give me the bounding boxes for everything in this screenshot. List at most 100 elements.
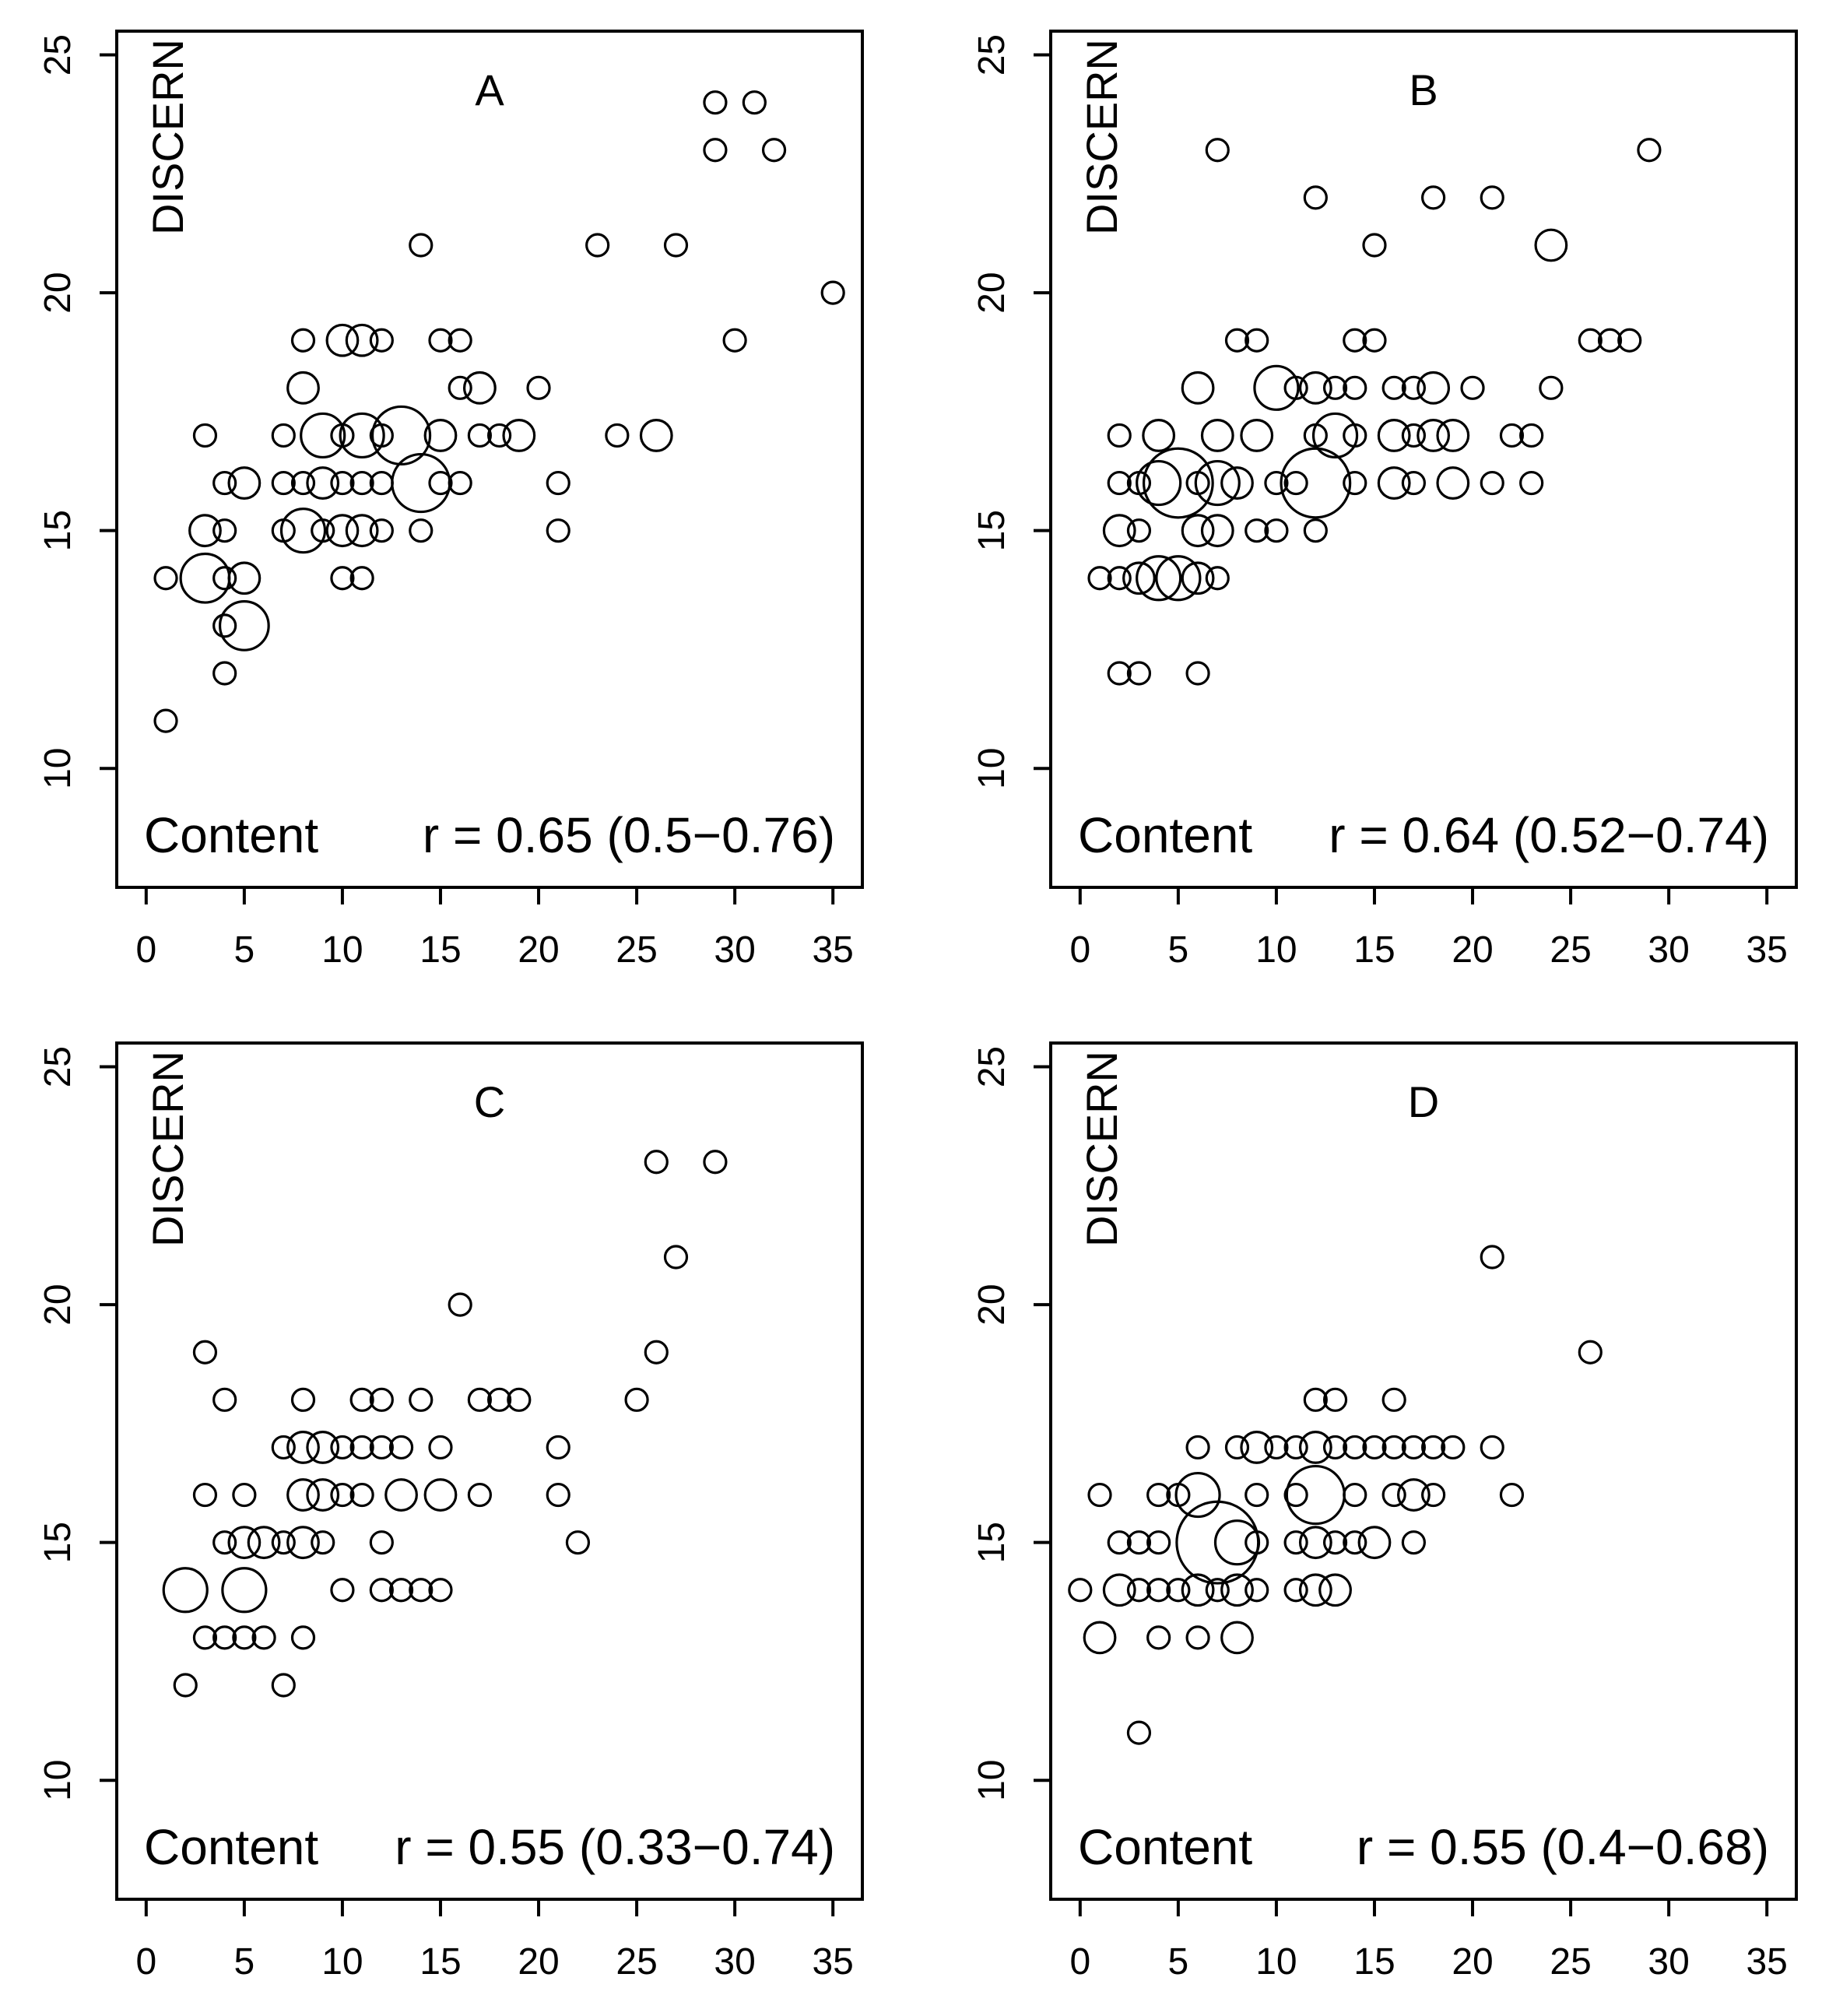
data-point-a bbox=[212, 470, 237, 496]
x-tick-label-c: 30 bbox=[714, 1941, 755, 1983]
data-point-b bbox=[1107, 470, 1132, 496]
data-point-b bbox=[1343, 423, 1367, 448]
data-point-a bbox=[423, 419, 458, 452]
data-point-a bbox=[409, 233, 434, 258]
x-tick-label-c: 35 bbox=[812, 1941, 853, 1983]
data-point-d bbox=[1087, 1482, 1112, 1508]
data-point-a bbox=[271, 470, 296, 496]
correlation-annotation-b: r = 0.64 (0.52−0.74) bbox=[1329, 807, 1769, 863]
data-point-c bbox=[384, 1478, 418, 1512]
data-point-b bbox=[1264, 518, 1289, 543]
data-point-d bbox=[1224, 1435, 1250, 1460]
x-tick-label-a: 5 bbox=[234, 929, 255, 971]
data-point-d bbox=[1068, 1578, 1093, 1603]
data-point-a bbox=[639, 419, 673, 452]
data-point-a bbox=[703, 138, 728, 163]
data-point-c bbox=[409, 1387, 434, 1412]
data-point-b bbox=[1519, 470, 1544, 496]
data-point-d bbox=[1107, 1530, 1132, 1555]
data-point-c bbox=[227, 1526, 262, 1560]
data-point-d bbox=[1264, 1435, 1289, 1460]
y-tick-label-b: 25 bbox=[971, 34, 1013, 76]
data-point-a bbox=[330, 566, 355, 591]
data-point-c bbox=[349, 1387, 374, 1412]
y-axis-label-d: DISCERN bbox=[1077, 1051, 1126, 1247]
y-tick-label-b: 20 bbox=[971, 272, 1013, 313]
x-tick-label-c: 25 bbox=[616, 1941, 657, 1983]
y-tick-label-d: 10 bbox=[971, 1760, 1013, 1801]
data-point-a bbox=[663, 233, 689, 258]
data-point-a bbox=[526, 375, 551, 400]
data-point-c bbox=[271, 1673, 296, 1698]
data-point-b bbox=[1322, 375, 1348, 400]
data-point-b bbox=[1362, 328, 1387, 353]
data-point-b bbox=[1194, 459, 1241, 507]
data-point-a bbox=[467, 423, 492, 448]
data-point-a bbox=[502, 419, 536, 452]
data-point-a bbox=[605, 423, 630, 448]
x-tick-label-b: 10 bbox=[1255, 929, 1297, 971]
data-point-a bbox=[227, 466, 262, 500]
x-tick-label-a: 15 bbox=[420, 929, 461, 971]
y-tick-label-a: 10 bbox=[37, 748, 79, 789]
x-tick-label-c: 0 bbox=[135, 1941, 156, 1983]
data-point-c bbox=[290, 1387, 316, 1412]
data-point-b bbox=[1637, 138, 1662, 163]
correlation-annotation-a: r = 0.65 (0.5−0.76) bbox=[423, 807, 835, 863]
data-point-d bbox=[1102, 1573, 1136, 1607]
data-point-b bbox=[1142, 447, 1214, 519]
data-point-a bbox=[369, 328, 394, 353]
data-point-a bbox=[345, 514, 379, 548]
data-point-b bbox=[1142, 419, 1176, 452]
data-point-a bbox=[369, 518, 394, 543]
data-point-d bbox=[1240, 1431, 1274, 1464]
data-point-d bbox=[1146, 1482, 1171, 1508]
panel-b: 0 5 10 15 20 25 30 35 10 15 20 25 B DISCERN Content r =… bbox=[971, 30, 1798, 971]
x-tick-label-d: 0 bbox=[1069, 1941, 1090, 1983]
data-point-d bbox=[1220, 1573, 1254, 1607]
data-point-b bbox=[1181, 561, 1215, 595]
data-point-d bbox=[1381, 1482, 1406, 1508]
data-point-b bbox=[1107, 661, 1132, 686]
data-point-a bbox=[487, 423, 512, 448]
correlation-annotation-c: r = 0.55 (0.33−0.74) bbox=[395, 1819, 835, 1875]
y-tick-label-c: 25 bbox=[37, 1046, 79, 1087]
data-point-a bbox=[428, 328, 453, 353]
data-point-d bbox=[1357, 1526, 1392, 1560]
data-point-c bbox=[212, 1530, 237, 1555]
data-point-a bbox=[703, 90, 728, 115]
data-point-a bbox=[212, 518, 237, 543]
data-point-b bbox=[1240, 419, 1274, 452]
data-point-d bbox=[1343, 1530, 1367, 1555]
data-point-b bbox=[1381, 375, 1406, 400]
data-point-a bbox=[722, 328, 747, 353]
x-tick-label-c: 5 bbox=[234, 1941, 255, 1983]
data-point-a bbox=[188, 514, 222, 548]
data-point-d bbox=[1421, 1435, 1446, 1460]
data-point-a bbox=[212, 661, 237, 686]
data-point-b bbox=[1126, 661, 1152, 686]
data-point-c bbox=[349, 1482, 374, 1508]
data-point-b bbox=[1401, 423, 1426, 448]
data-point-d bbox=[1381, 1387, 1406, 1412]
y-tick-label-d: 15 bbox=[971, 1522, 1013, 1563]
x-tick-label-d: 20 bbox=[1452, 1941, 1493, 1983]
data-point-b bbox=[1303, 518, 1328, 543]
data-point-d bbox=[1083, 1621, 1117, 1655]
panel-title-b: B bbox=[1409, 65, 1438, 114]
x-tick-label-b: 30 bbox=[1648, 929, 1689, 971]
x-tick-label-a: 10 bbox=[321, 929, 363, 971]
data-point-d bbox=[1185, 1625, 1210, 1650]
data-point-b bbox=[1205, 566, 1230, 591]
data-point-a bbox=[820, 280, 845, 305]
y-tick-label-c: 10 bbox=[37, 1760, 79, 1801]
data-point-a bbox=[370, 405, 432, 466]
data-point-d bbox=[1146, 1530, 1171, 1555]
data-point-b bbox=[1283, 375, 1308, 400]
data-point-c bbox=[162, 1567, 209, 1614]
data-point-a bbox=[218, 599, 270, 652]
x-tick-label-c: 10 bbox=[321, 1941, 363, 1983]
data-point-c bbox=[192, 1482, 218, 1508]
data-point-b bbox=[1205, 138, 1230, 163]
